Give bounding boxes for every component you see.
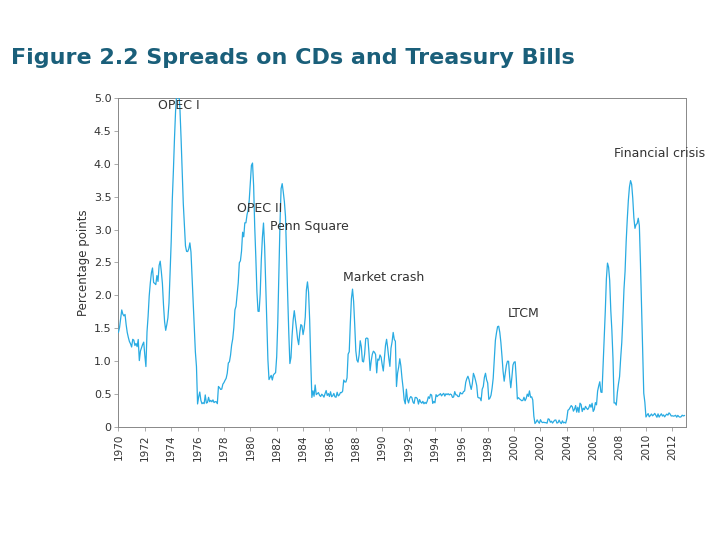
Text: Penn Square: Penn Square [270, 220, 349, 233]
Text: Financial crisis: Financial crisis [614, 147, 706, 160]
Text: Figure 2.2 Spreads on CDs and Treasury Bills: Figure 2.2 Spreads on CDs and Treasury B… [11, 48, 575, 68]
Text: 2-11: 2-11 [670, 518, 698, 531]
Text: Market crash: Market crash [343, 271, 424, 284]
Text: LTCM: LTCM [508, 307, 539, 320]
Text: OPEC II: OPEC II [237, 202, 282, 215]
Text: OPEC I: OPEC I [158, 99, 199, 112]
Y-axis label: Percentage points: Percentage points [76, 209, 89, 316]
